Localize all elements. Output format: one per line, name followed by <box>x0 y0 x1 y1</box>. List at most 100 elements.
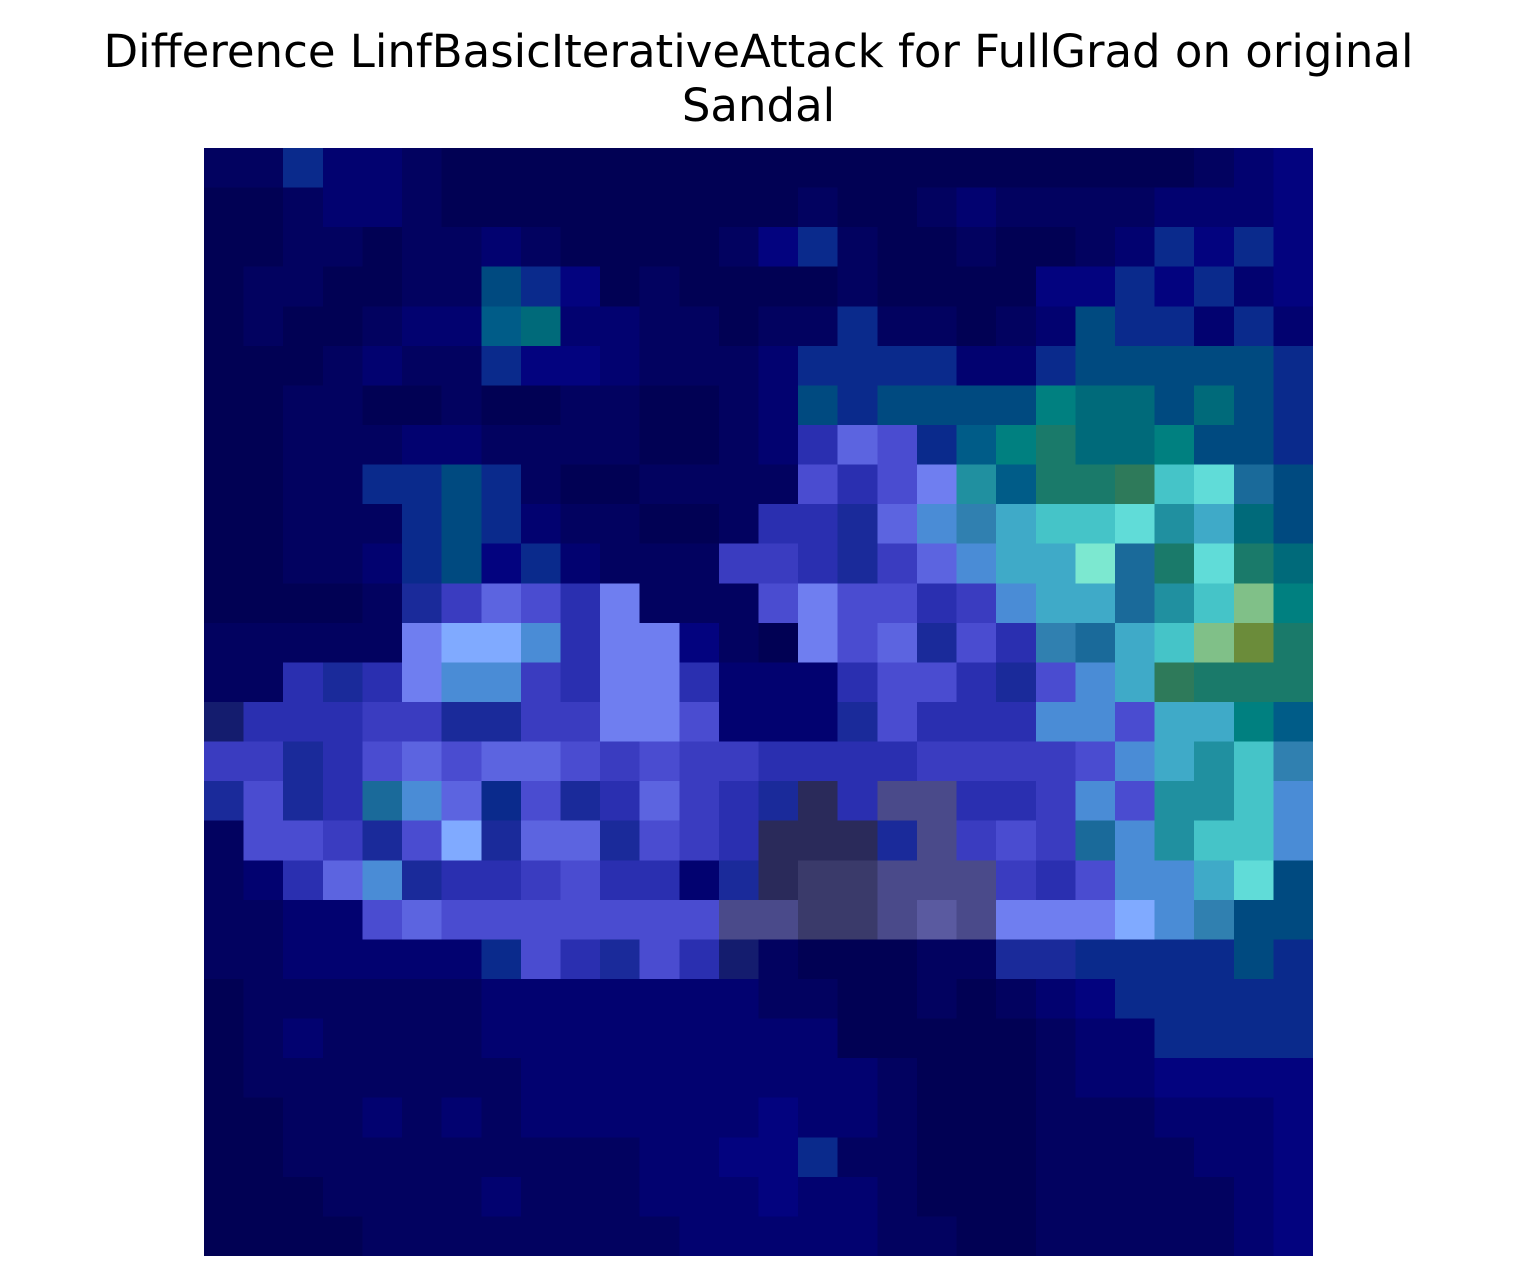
heatmap-cell-r5-c23 <box>1114 345 1156 387</box>
heatmap-cell-r17-c23 <box>1114 820 1156 861</box>
heatmap-cell-r3-c10 <box>600 266 641 307</box>
heatmap-cell-r12-c22 <box>1075 622 1116 664</box>
heatmap-cell-r5-c8 <box>520 345 562 387</box>
heatmap-cell-r3-c15 <box>798 266 839 307</box>
heatmap-cell-r24-c3 <box>322 1097 364 1138</box>
heatmap-cell-r9-c22 <box>1075 504 1116 545</box>
heatmap-cell-r5-c16 <box>837 345 878 387</box>
heatmap-cell-r27-c21 <box>1035 1216 1076 1256</box>
heatmap-cell-r12-c16 <box>837 622 878 664</box>
heatmap-cell-r23-c22 <box>1075 1058 1116 1099</box>
heatmap-cell-r13-c11 <box>639 662 680 703</box>
heatmap-cell-r23-c7 <box>481 1058 522 1099</box>
heatmap-cell-r27-c23 <box>1114 1216 1156 1256</box>
heatmap-cell-r3-c20 <box>996 266 1037 307</box>
heatmap-cell-r7-c14 <box>758 425 799 466</box>
heatmap-cell-r17-c19 <box>956 820 997 861</box>
heatmap-cell-r12-c26 <box>1233 622 1274 664</box>
heatmap-cell-r10-c5 <box>402 543 443 584</box>
heatmap-cell-r15-c21 <box>1035 741 1076 782</box>
heatmap-cell-r11-c11 <box>639 583 680 624</box>
heatmap-cell-r20-c8 <box>520 939 562 980</box>
heatmap-cell-r21-c22 <box>1075 979 1116 1020</box>
heatmap-cell-r26-c11 <box>639 1176 680 1218</box>
heatmap-cell-r6-c15 <box>798 385 839 426</box>
heatmap-cell-r19-c7 <box>481 899 522 941</box>
heatmap-cell-r3-c4 <box>362 266 403 307</box>
heatmap-cell-r26-c26 <box>1233 1176 1274 1218</box>
heatmap-cell-r17-c20 <box>996 820 1037 861</box>
heatmap-cell-r4-c3 <box>322 306 364 347</box>
heatmap-cell-r12-c7 <box>481 622 522 664</box>
heatmap-cell-r6-c1 <box>243 385 284 426</box>
heatmap-cell-r11-c9 <box>560 583 601 624</box>
heatmap-cell-r3-c9 <box>560 266 601 307</box>
heatmap-cell-r25-c3 <box>322 1137 364 1178</box>
heatmap-cell-r6-c21 <box>1035 385 1076 426</box>
heatmap-cell-r2-c21 <box>1035 227 1076 268</box>
heatmap-cell-r24-c10 <box>600 1097 641 1138</box>
heatmap-cell-r26-c16 <box>837 1176 878 1218</box>
heatmap-cell-r8-c25 <box>1194 464 1235 505</box>
heatmap-cell-r7-c17 <box>877 425 918 466</box>
heatmap-cell-r9-c3 <box>322 504 364 545</box>
heatmap-cell-r22-c16 <box>837 1018 878 1059</box>
heatmap-cell-r5-c11 <box>639 345 680 387</box>
heatmap-cell-r9-c24 <box>1154 504 1195 545</box>
heatmap-cell-r22-c21 <box>1035 1018 1076 1059</box>
heatmap-cell-r27-c24 <box>1154 1216 1195 1256</box>
heatmap-cell-r8-c10 <box>600 464 641 505</box>
heatmap-cell-r15-c23 <box>1114 741 1156 782</box>
heatmap-cell-r25-c6 <box>441 1137 482 1178</box>
heatmap-cell-r27-c2 <box>283 1216 324 1256</box>
heatmap-cell-r8-c7 <box>481 464 522 505</box>
heatmap-cell-r22-c24 <box>1154 1018 1195 1059</box>
heatmap-cell-r2-c3 <box>322 227 364 268</box>
heatmap-cell-r11-c12 <box>679 583 720 624</box>
heatmap-cell-r21-c0 <box>204 979 245 1020</box>
heatmap-cell-r21-c3 <box>322 979 364 1020</box>
heatmap-cell-r5-c2 <box>283 345 324 387</box>
heatmap-cell-r25-c2 <box>283 1137 324 1178</box>
heatmap-cell-r26-c5 <box>402 1176 443 1218</box>
heatmap-cell-r18-c7 <box>481 860 522 901</box>
heatmap-cell-r9-c14 <box>758 504 799 545</box>
heatmap-cell-r10-c20 <box>996 543 1037 584</box>
heatmap-cell-r21-c14 <box>758 979 799 1020</box>
heatmap-cell-r1-c17 <box>877 187 918 228</box>
heatmap-cell-r4-c14 <box>758 306 799 347</box>
heatmap-cell-r8-c23 <box>1114 464 1156 505</box>
heatmap-cell-r22-c2 <box>283 1018 324 1059</box>
heatmap-cell-r12-c15 <box>798 622 839 664</box>
heatmap-cell-r8-c17 <box>877 464 918 505</box>
heatmap-cell-r10-c7 <box>481 543 522 584</box>
heatmap-cell-r19-c11 <box>639 899 680 941</box>
heatmap-cell-r8-c14 <box>758 464 799 505</box>
heatmap-cell-r16-c25 <box>1194 781 1235 822</box>
heatmap-cell-r16-c19 <box>956 781 997 822</box>
heatmap-cell-r11-c7 <box>481 583 522 624</box>
heatmap-cell-r24-c1 <box>243 1097 284 1138</box>
heatmap-cell-r23-c12 <box>679 1058 720 1099</box>
heatmap-cell-r2-c22 <box>1075 227 1116 268</box>
heatmap-cell-r16-c12 <box>679 781 720 822</box>
heatmap-cell-r6-c17 <box>877 385 918 426</box>
heatmap-cell-r21-c26 <box>1233 979 1274 1020</box>
heatmap-cell-r10-c8 <box>520 543 562 584</box>
heatmap-cell-r9-c18 <box>916 504 958 545</box>
heatmap-cell-r23-c18 <box>916 1058 958 1099</box>
heatmap-cell-r2-c15 <box>798 227 839 268</box>
heatmap-cell-r8-c1 <box>243 464 284 505</box>
heatmap-cell-r17-c9 <box>560 820 601 861</box>
heatmap-cell-r4-c16 <box>837 306 878 347</box>
heatmap-cell-r20-c1 <box>243 939 284 980</box>
heatmap-cell-r2-c20 <box>996 227 1037 268</box>
heatmap-cell-r14-c16 <box>837 702 878 743</box>
heatmap-cell-r3-c23 <box>1114 266 1156 307</box>
heatmap-cell-r16-c8 <box>520 781 562 822</box>
heatmap-cell-r15-c0 <box>204 741 245 782</box>
heatmap-cell-r1-c14 <box>758 187 799 228</box>
heatmap-cell-r26-c6 <box>441 1176 482 1218</box>
heatmap-cell-r7-c6 <box>441 425 482 466</box>
heatmap-cell-r1-c18 <box>916 187 958 228</box>
